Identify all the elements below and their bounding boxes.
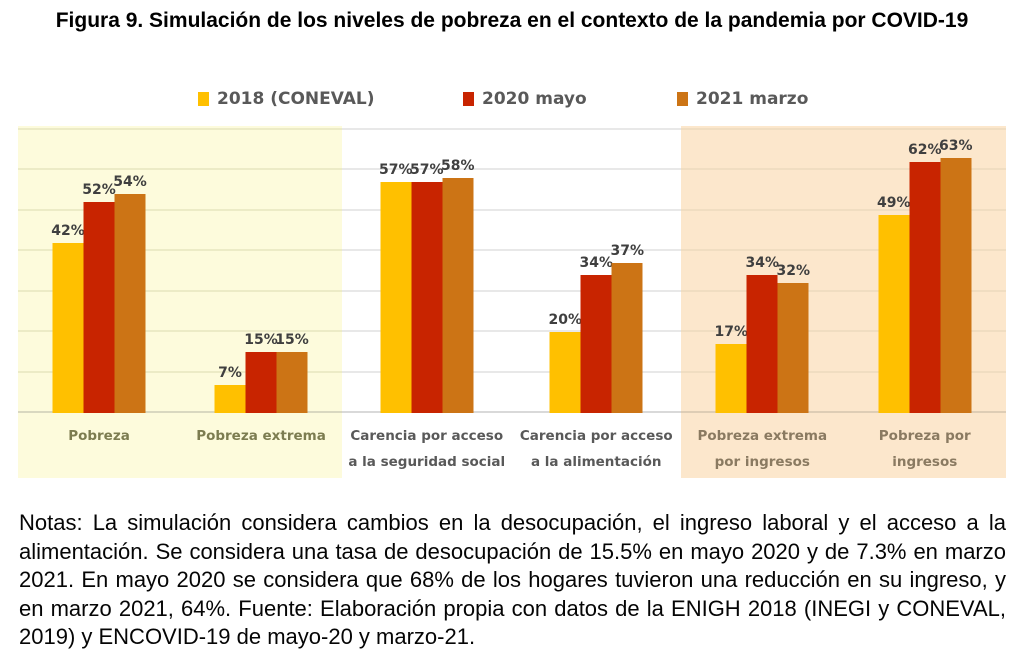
gridline-50	[18, 208, 342, 211]
gridline-30	[681, 289, 1006, 292]
legend-item-2021-marzo: 2021 marzo	[677, 89, 808, 109]
gridline-40	[681, 249, 1006, 251]
gridline-40	[342, 249, 681, 251]
gridline-60	[18, 168, 342, 170]
chart-section-0: 42% 52% 54% Pobreza 7% 15% 15% Pobreza extrema	[18, 126, 342, 478]
category-carencia-por-acceso-a-la-alimentaci-n: 20% 34% 37% Carencia por acceso a la aliment…	[512, 126, 682, 478]
bar-group-pobreza: 42% 52% 54%	[51, 174, 147, 413]
bar-value-label: 37%	[610, 243, 645, 260]
gridline-10	[18, 370, 342, 373]
bar-group-carencia-por-acceso-a-la-seguridad-social: 57% 57% 58%	[379, 158, 475, 413]
category-label-pobreza-extrema-por-ingresos: Pobreza extrema por ingresos	[697, 428, 828, 470]
bar-2021-marzo-pobreza-extrema: 15%	[275, 332, 309, 413]
bar-2020-mayo-pobreza-por-ingresos: 62%	[908, 142, 942, 413]
gridline-50	[342, 208, 681, 211]
category-label-pobreza: Pobreza	[68, 428, 130, 444]
bar-2020-mayo-carencia-por-acceso-a-la-alimentaci-n: 34%	[579, 255, 613, 413]
legend-item-2020-mayo: 2020 mayo	[463, 89, 587, 109]
bar-value-label: 63%	[938, 137, 973, 154]
figure-notes: Notas: La simulación considera cambios e…	[19, 510, 1006, 649]
bar-2021-marzo-pobreza: 54%	[113, 174, 147, 413]
chart-section-2: 17% 34% 32% Pobreza extrema por ingresos 49% 6…	[681, 126, 1006, 478]
gridline-20	[681, 330, 1006, 332]
bar-value-label: 54%	[113, 174, 147, 191]
gridline-20	[342, 330, 681, 332]
legend-label-2020-mayo: 2020 mayo	[482, 89, 587, 109]
bar-value-label: 57%	[409, 162, 444, 179]
gridline-50	[681, 208, 1006, 211]
x-axis-line	[18, 411, 342, 413]
bar-group-pobreza-extrema-por-ingresos: 17% 34% 32%	[714, 255, 810, 413]
gridline-60	[342, 168, 681, 170]
legend-label-2018-coneval: 2018 (CONEVAL)	[217, 89, 375, 109]
bar-value-label: 57%	[378, 162, 413, 179]
gridline-10	[342, 370, 681, 373]
gridline-40	[18, 249, 342, 251]
x-axis-line	[342, 411, 681, 413]
bar-value-label: 34%	[579, 255, 614, 272]
bar-value-label: 7%	[218, 364, 242, 381]
grouped-bar-chart: 42% 52% 54% Pobreza 7% 15% 15% Pobreza extrema 5…	[18, 126, 1006, 478]
bar-2018-coneval-pobreza-extrema: 7%	[214, 365, 246, 413]
gridline-70	[342, 127, 681, 130]
bar-2021-marzo-carencia-por-acceso-a-la-alimentaci-n: 37%	[610, 243, 644, 413]
category-pobreza: 42% 52% 54% Pobreza	[18, 126, 180, 478]
figure-title: Figura 9. Simulación de los niveles de p…	[55, 9, 969, 32]
bar-value-label: 62%	[907, 141, 942, 158]
bar-2020-mayo-pobreza-extrema-por-ingresos: 34%	[745, 255, 779, 413]
bar-2018-coneval-pobreza-por-ingresos: 49%	[877, 195, 911, 413]
bar-value-label: 15%	[275, 332, 309, 349]
gridline-70	[681, 127, 1006, 130]
bar-value-label: 17%	[714, 324, 749, 341]
legend-label-2021-marzo: 2021 marzo	[696, 89, 809, 109]
category-pobreza-por-ingresos: 49% 62% 63% Pobreza por ingresos	[844, 126, 1007, 478]
bar-2021-marzo-pobreza-por-ingresos: 63%	[939, 138, 973, 413]
bar-value-label: 15%	[244, 332, 278, 349]
gridline-10	[681, 370, 1006, 373]
bar-value-label: 42%	[51, 222, 85, 239]
gridline-30	[18, 289, 342, 292]
bar-value-label: 34%	[745, 255, 780, 272]
bar-2020-mayo-pobreza-extrema: 15%	[244, 332, 278, 413]
bar-value-label: 32%	[776, 263, 811, 280]
bar-2020-mayo-carencia-por-acceso-a-la-seguridad-social: 57%	[410, 162, 444, 413]
chart-legend: 2018 (CONEVAL) 2020 mayo 2021 marzo	[0, 89, 1024, 113]
legend-swatch-2021-marzo	[677, 92, 688, 106]
x-axis-line	[681, 411, 1006, 413]
bar-group-pobreza-extrema: 7% 15% 15%	[214, 332, 309, 413]
category-label-pobreza-extrema: Pobreza extrema	[196, 428, 326, 444]
category-label-pobreza-por-ingresos: Pobreza por ingresos	[878, 428, 971, 470]
gridline-20	[18, 330, 342, 332]
category-pobreza-extrema: 7% 15% 15% Pobreza extrema	[180, 126, 342, 478]
bar-value-label: 20%	[548, 312, 583, 328]
bar-value-label: 49%	[876, 194, 911, 211]
bar-value-label: 52%	[82, 182, 116, 199]
bar-2021-marzo-pobreza-extrema-por-ingresos: 32%	[776, 263, 810, 413]
category-pobreza-extrema-por-ingresos: 17% 34% 32% Pobreza extrema por ingresos	[681, 126, 844, 478]
chart-section-1: 57% 57% 58% Carencia por acceso a la segurid…	[342, 126, 681, 478]
legend-swatch-2018-coneval	[198, 92, 209, 106]
legend-item-2018-coneval: 2018 (CONEVAL)	[198, 89, 375, 109]
bar-group-carencia-por-acceso-a-la-alimentaci-n: 20% 34% 37%	[548, 243, 644, 413]
gridline-70	[18, 127, 342, 130]
bar-group-pobreza-por-ingresos: 49% 62% 63%	[877, 138, 973, 413]
bar-2020-mayo-pobreza: 52%	[82, 182, 116, 413]
gridline-30	[342, 289, 681, 292]
gridline-60	[681, 168, 1006, 170]
bar-2018-coneval-pobreza-extrema-por-ingresos: 17%	[714, 324, 748, 413]
bar-value-label: 58%	[440, 158, 475, 175]
bar-2018-coneval-carencia-por-acceso-a-la-seguridad-social: 57%	[379, 162, 413, 413]
bar-2018-coneval-carencia-por-acceso-a-la-alimentaci-n: 20%	[548, 312, 582, 413]
bar-2021-marzo-carencia-por-acceso-a-la-seguridad-social: 58%	[441, 158, 475, 413]
category-label-carencia-por-acceso-a-la-alimentaci-n: Carencia por acceso a la alimentación	[519, 428, 673, 470]
bar-2018-coneval-pobreza: 42%	[51, 223, 85, 413]
category-label-carencia-por-acceso-a-la-seguridad-social: Carencia por acceso a la seguridad social	[348, 428, 506, 470]
category-carencia-por-acceso-a-la-seguridad-social: 57% 57% 58% Carencia por acceso a la segurid…	[342, 126, 512, 478]
legend-swatch-2020-mayo	[463, 92, 474, 106]
